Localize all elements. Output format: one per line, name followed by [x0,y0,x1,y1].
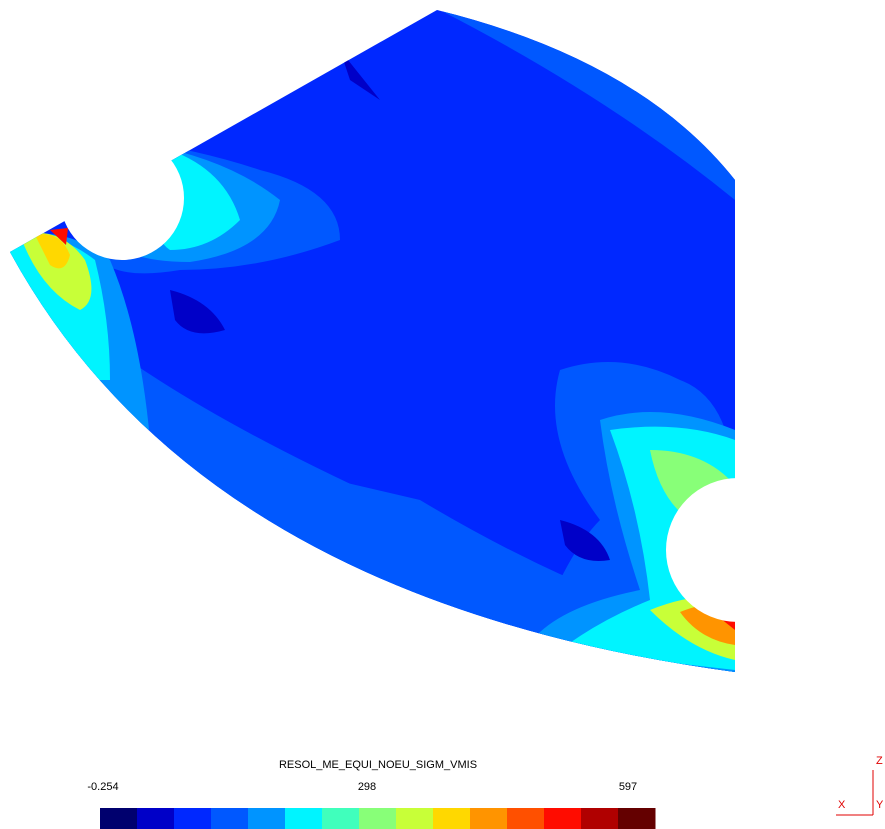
legend-title: RESOL_ME_EQUI_NOEU_SIGM_VMIS [279,759,477,771]
colorbar-swatch [285,808,323,829]
contour-field [10,10,735,672]
legend-mid: 298 [358,781,376,793]
colorbar-swatch [211,808,249,829]
colorbar-swatch [174,808,212,829]
legend-max: 597 [619,781,637,793]
colorbar-swatch [396,808,434,829]
colorbar [100,808,656,829]
colorbar-swatch [544,808,582,829]
colorbar-swatch [470,808,508,829]
colorbar-swatch [100,808,138,829]
colorbar-swatch [359,808,397,829]
colorbar-swatch [618,808,656,829]
colorbar-swatch [322,808,360,829]
hole [60,136,184,260]
colorbar-swatch [137,808,175,829]
axis-triad: X Z Y [836,755,884,816]
colorbar-swatch [581,808,619,829]
axis-x: X [838,799,846,811]
axis-z: Z [876,755,883,767]
axis-y: Y [876,799,884,811]
legend-min: -0.254 [87,781,118,793]
colorbar-swatch [507,808,545,829]
colorbar-swatch [248,808,286,829]
colorbar-swatch [433,808,471,829]
